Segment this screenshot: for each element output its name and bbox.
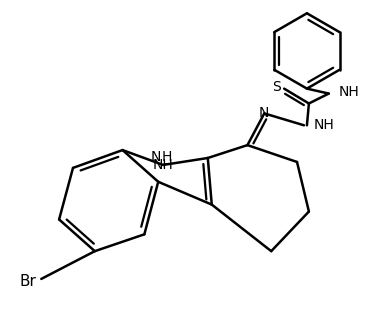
Text: S: S (272, 80, 280, 94)
Text: NH: NH (314, 118, 334, 132)
Text: Br: Br (20, 274, 36, 289)
Text: NH: NH (339, 85, 359, 99)
Text: H: H (161, 150, 172, 164)
Text: N: N (259, 106, 269, 120)
Text: NH: NH (153, 158, 174, 172)
Text: N: N (151, 150, 161, 164)
